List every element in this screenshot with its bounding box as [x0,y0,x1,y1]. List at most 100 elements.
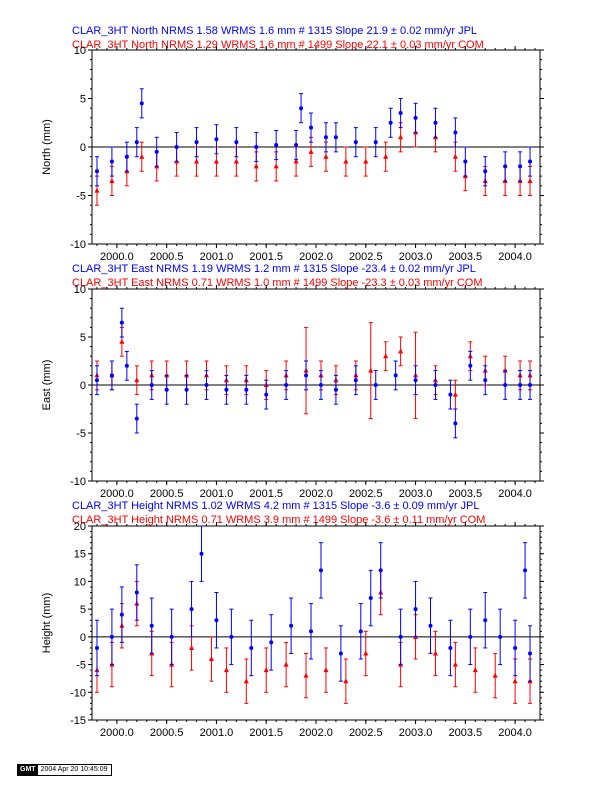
x-tick-label: 2003.0 [399,488,433,500]
data-point-jpl [388,120,393,125]
y-tick-label: 0 [80,380,86,392]
data-point-jpl [483,618,488,623]
data-point-jpl [453,130,458,135]
y-tick-label: 5 [80,332,86,344]
data-point-jpl [174,145,179,149]
data-point-jpl [309,125,314,130]
data-point-jpl [513,645,518,650]
data-point-jpl [528,159,533,164]
data-point-jpl [289,623,294,628]
data-point-jpl [523,568,528,573]
data-point-jpl [483,378,488,383]
data-point-jpl [338,651,343,656]
data-point-jpl [463,159,468,164]
y-tick-label: 15 [74,549,86,561]
data-point-jpl [528,383,533,387]
y-tick-label: 10 [74,284,86,296]
data-point-com [383,353,389,359]
data-point-com [208,656,214,662]
data-point-com [432,650,438,656]
x-tick-label: 2001.0 [200,488,234,500]
y-tick-label: 0 [80,632,86,644]
x-tick-label: 2001.0 [200,727,234,739]
data-point-com [273,163,279,169]
data-point-jpl [358,629,363,634]
data-point-jpl [318,383,323,387]
data-point-jpl [264,392,269,397]
panel-header-line: CLAR_3HT North NRMS 1.29 WRMS 1.6 mm # 1… [72,39,484,51]
data-point-com [233,158,239,164]
data-point-jpl [134,140,139,145]
x-tick-label: 2000.5 [150,488,184,500]
data-point-jpl [378,568,383,573]
data-point-jpl [109,373,114,378]
x-tick-label: 2002.0 [299,727,333,739]
data-point-jpl [214,618,219,623]
data-point-jpl [189,607,194,612]
data-point-jpl [433,383,438,387]
x-tick-label: 2004.0 [498,488,532,500]
series-com [94,322,533,420]
panel-header-line: CLAR_3HT North NRMS 1.58 WRMS 1.6 mm # 1… [72,25,477,37]
gmt-logo: GMT [18,765,38,775]
data-point-jpl [468,363,473,368]
data-point-jpl [333,135,338,140]
data-point-com [263,667,269,673]
data-point-jpl [448,645,453,650]
data-point-jpl [249,645,254,650]
data-point-com [452,391,458,397]
panel-header-line: CLAR_3HT Height NRMS 1.02 WRMS 4.2 mm # … [72,500,480,512]
data-point-jpl [119,320,124,325]
data-point-jpl [124,154,129,159]
y-tick-label: 10 [74,45,86,57]
plot-timestamp: 2004 Apr 20 10:45:09 [37,765,111,775]
data-point-jpl [134,416,139,421]
data-point-jpl [448,392,453,397]
y-axis-label: North (mm) [41,119,53,175]
x-tick-label: 2003.5 [449,727,483,739]
y-tick-label: 0 [80,142,86,154]
data-point-jpl [149,623,154,628]
data-point-jpl [109,159,114,164]
x-tick-label: 2003.0 [399,251,433,263]
plot-frame [91,525,541,721]
data-point-jpl [274,143,279,148]
y-axis-label: Height (mm) [41,593,53,654]
data-point-jpl [169,634,174,639]
x-tick-label: 2001.5 [249,251,283,263]
data-point-com [119,338,125,344]
data-point-jpl [119,612,124,617]
data-point-jpl [214,137,219,142]
data-point-jpl [139,101,144,106]
data-point-com [94,187,100,193]
y-tick-label: -10 [70,476,86,488]
data-point-com [398,134,404,140]
data-point-jpl [204,383,209,387]
data-point-jpl [428,623,433,628]
data-point-jpl [269,640,274,645]
data-point-com [134,377,140,383]
data-point-jpl [518,164,523,169]
x-tick-label: 2001.0 [200,251,234,263]
data-point-jpl [323,135,328,140]
y-tick-label: -5 [76,191,86,203]
data-point-jpl [483,169,488,174]
x-tick-label: 2004.0 [498,251,532,263]
data-point-jpl [229,634,234,639]
data-point-jpl [398,111,403,116]
y-tick-label: -15 [70,715,86,727]
series-jpl [94,88,533,187]
data-point-com [139,153,145,159]
data-point-jpl [134,590,139,595]
data-point-jpl [94,378,99,383]
data-point-com [194,158,200,164]
data-point-com [452,661,458,667]
data-point-jpl [528,651,533,656]
x-tick-label: 2000.0 [100,727,134,739]
x-tick-label: 2003.0 [399,727,433,739]
data-point-com [452,153,458,159]
data-point-jpl [433,120,438,125]
x-tick-label: 2002.0 [299,488,333,500]
x-tick-label: 2000.5 [150,251,184,263]
